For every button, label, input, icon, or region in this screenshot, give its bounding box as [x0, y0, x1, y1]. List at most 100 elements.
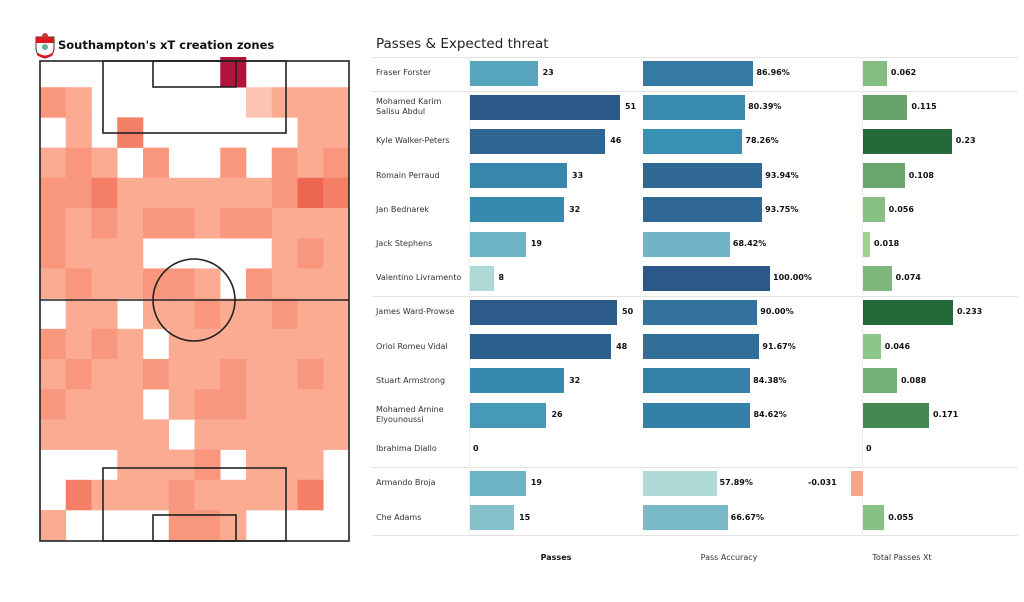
heatmap-cell — [271, 298, 298, 330]
heatmap-cell — [246, 87, 273, 118]
heatmap-cell — [117, 389, 144, 420]
heatmap-cell — [220, 208, 247, 239]
heatmap-cell — [246, 479, 273, 511]
heatmap-cell — [220, 359, 247, 390]
pass-accuracy-bar — [643, 470, 717, 496]
heatmap-cell — [323, 328, 350, 360]
passes-value: 23 — [542, 68, 554, 77]
heatmap-cell — [40, 208, 67, 239]
passes-axis — [469, 57, 470, 535]
heatmap-cell — [297, 268, 324, 299]
heatmap-cell — [323, 117, 350, 148]
pass-accuracy-value: 91.67% — [762, 341, 796, 351]
heatmap-cell — [117, 268, 144, 299]
passes-value: 8 — [498, 273, 505, 283]
pass-accuracy-bar — [643, 94, 746, 120]
passes-value: 46 — [610, 136, 622, 146]
pass-accuracy-value: 84.38% — [753, 375, 787, 385]
heatmap-cell — [323, 298, 350, 330]
heatmap-cell — [143, 419, 170, 450]
heatmap-cell — [323, 389, 350, 420]
centre-circle — [152, 258, 236, 342]
heatmap-cell — [194, 419, 221, 450]
heatmap-cell — [168, 328, 195, 360]
heatmap-cell — [271, 449, 298, 481]
heatmap-cell — [194, 177, 221, 209]
pass-accuracy-value: 78.26% — [745, 136, 779, 146]
pass-accuracy-bar — [643, 197, 763, 223]
heatmap-cell — [323, 268, 350, 299]
heatmap-cell — [323, 359, 350, 390]
xt-value: 0 — [866, 444, 872, 454]
heatmap-cell — [271, 147, 298, 179]
xt-value: 0.171 — [933, 410, 959, 419]
xt-value: 0.056 — [888, 204, 914, 214]
player-name: Oriol Romeu Vidal — [376, 341, 448, 351]
heatmap-cell — [91, 298, 118, 330]
heatmap-cell — [220, 419, 247, 450]
heatmap-cell — [297, 389, 324, 420]
heatmap-cell — [40, 147, 67, 179]
player-name: Jan Bednarek — [376, 204, 430, 214]
xt-bar — [863, 334, 881, 360]
heatmap-cell — [143, 147, 170, 179]
heatmap-cell — [220, 328, 247, 360]
player-name: Armando Broja — [376, 478, 436, 488]
passes-value: 19 — [530, 478, 542, 488]
heatmap-cell — [40, 419, 67, 450]
player-name: Stuart Armstrong — [376, 375, 446, 385]
heatmap-cell — [168, 389, 195, 420]
heatmap-cell — [297, 419, 324, 450]
heatmap-cell — [117, 238, 144, 269]
passes-bar — [470, 299, 617, 325]
heatmap-cell — [117, 449, 144, 481]
heatmap-cell — [91, 359, 118, 390]
heatmap-cell — [271, 419, 298, 450]
heatmap-cell — [220, 57, 247, 88]
passes-bar — [470, 265, 494, 291]
heatmap-cell — [143, 359, 170, 390]
heatmap-cell — [40, 177, 67, 209]
passes-bar — [470, 368, 565, 394]
player-name: Mohamed Karim Salisu Abdul — [376, 97, 442, 117]
heatmap-cell — [168, 298, 195, 330]
heatmap-cell — [297, 208, 324, 239]
heatmap-cell — [117, 208, 144, 239]
xt-value: 0.046 — [884, 341, 911, 351]
heatmap-cell — [40, 328, 67, 360]
heatmap-cell — [117, 479, 144, 511]
passes-bar — [470, 334, 612, 360]
xt-value: 0.088 — [900, 375, 927, 385]
heatmap-cell — [143, 479, 170, 511]
heatmap-cell — [271, 479, 298, 511]
passes-value: 32 — [569, 204, 581, 214]
heatmap-cell — [143, 177, 170, 209]
passes-value: 32 — [569, 375, 581, 385]
heatmap-cell — [194, 389, 221, 420]
heatmap-cell — [220, 479, 247, 511]
row-separator — [372, 535, 1018, 536]
heatmap-cell — [168, 359, 195, 390]
heatmap-title: Southampton's xT creation zones — [58, 38, 275, 52]
passes-value: 15 — [519, 512, 531, 522]
player-name: James Ward-Prowse — [376, 307, 455, 317]
top-six-yard-box — [152, 60, 237, 88]
row-separator — [372, 295, 1018, 297]
heatmap-cell — [194, 479, 221, 511]
pass-accuracy-bar — [643, 163, 763, 189]
heatmap-cell — [271, 268, 298, 299]
heatmap-cell — [40, 389, 67, 420]
player-name: Fraser Forster — [376, 68, 432, 77]
xt-bar — [863, 505, 885, 531]
pass-accuracy-value: 80.39% — [748, 102, 782, 112]
xt-value: 0.018 — [873, 239, 900, 248]
column-header-passes: Passes — [540, 553, 572, 562]
heatmap-cell — [246, 419, 273, 450]
heatmap-cell — [246, 389, 273, 420]
xt-value: 0.115 — [911, 102, 937, 112]
player-name: Jack Stephens — [376, 239, 433, 248]
xt-value: 0.074 — [895, 273, 921, 283]
heatmap-cell — [246, 328, 273, 360]
xt-value: 0.108 — [908, 170, 934, 180]
heatmap-cell — [271, 389, 298, 420]
